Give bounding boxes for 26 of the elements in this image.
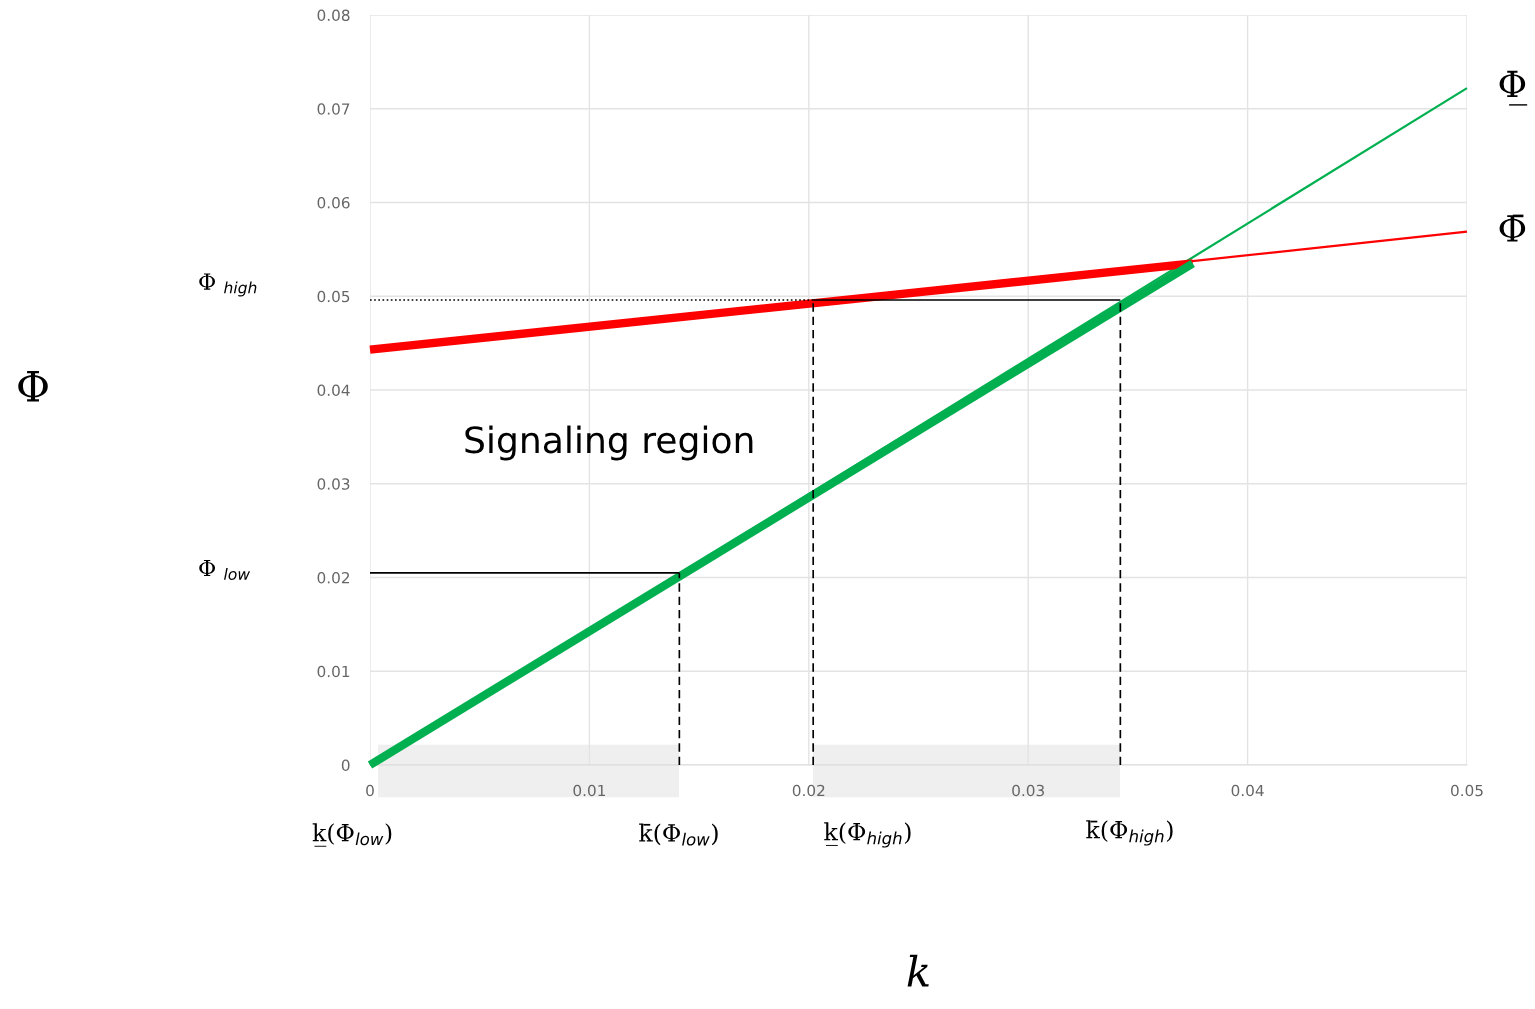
x-tick-label: 0.02 [792, 784, 825, 797]
y-tick-label: 0.01 [317, 665, 350, 678]
x-tick-label: 0.01 [573, 784, 605, 797]
x-tick-label: 0.03 [1012, 784, 1044, 797]
y-tick-label: 0.04 [317, 384, 350, 397]
y-tick-label: 0.07 [317, 103, 350, 115]
series-label: Φ̄ [1499, 214, 1526, 242]
x-axis-title: k [907, 954, 929, 987]
y-tick-label: 0.03 [317, 478, 350, 490]
series-label: Φ̲ [1499, 70, 1528, 106]
y-tick-label: 0.06 [317, 196, 350, 209]
text: Φ $_{low}$ [199, 559, 251, 580]
y-tick-label: 0.02 [317, 571, 350, 584]
y-tick-label: 0.05 [317, 290, 350, 303]
x-tick-label: 0.05 [1451, 784, 1483, 797]
x-tick-label: 0 [366, 784, 374, 797]
y-tick-label: 0.08 [317, 9, 350, 22]
text: k̄(Φ$_{low}$) [639, 823, 718, 846]
text: Φ [18, 371, 48, 402]
text: k̄(Φ$_{high}$) [1086, 820, 1173, 846]
text: k̲(Φ$_{low}$) [312, 823, 392, 847]
x-tick-label: 0.04 [1231, 784, 1264, 797]
text: Φ $_{high}$ [199, 273, 257, 297]
y-tick-label: 0 [341, 759, 350, 772]
text: k̲(Φ$_{high}$) [824, 822, 911, 848]
annotation: Signaling region [465, 425, 753, 461]
